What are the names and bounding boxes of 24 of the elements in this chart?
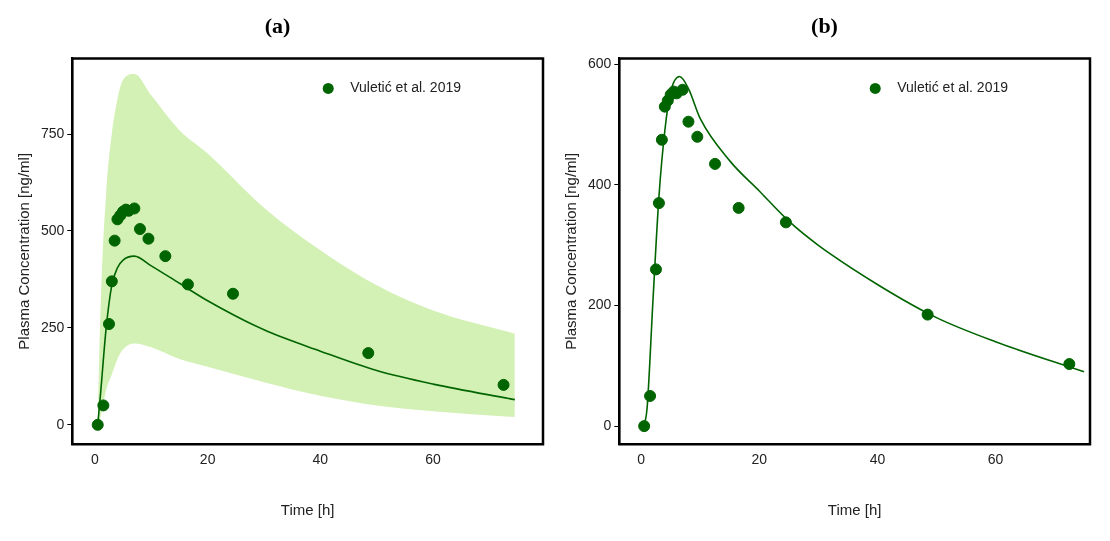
x-tick-label: 0 <box>91 451 100 468</box>
chart-title: (b) <box>811 12 838 38</box>
chart-title: (a) <box>264 12 291 38</box>
x-tick-label: 60 <box>425 451 442 468</box>
x-tick-label: 20 <box>751 451 768 468</box>
x-tick-label: 40 <box>869 451 886 468</box>
x-axis-title: Time [h] <box>827 501 882 519</box>
x-axis-title: Time [h] <box>280 501 335 519</box>
x-tick-label: 20 <box>199 451 216 468</box>
x-tick-label: 60 <box>987 451 1004 468</box>
x-tick-label: 0 <box>637 451 646 468</box>
y-tick-label: 750 <box>41 124 65 141</box>
y-axis-title: Plasma Concentration [ng/ml] <box>562 152 580 350</box>
y-axis-title: Plasma Concentration [ng/ml] <box>15 152 33 350</box>
legend-label: Vuletić et al. 2019 <box>350 79 462 96</box>
legend-label: Vuletić et al. 2019 <box>897 79 1009 96</box>
x-tick-label: 40 <box>312 451 329 468</box>
y-tick-label: 250 <box>41 318 65 335</box>
y-tick-label: 0 <box>603 416 612 433</box>
y-tick-label: 400 <box>588 175 612 192</box>
y-tick-label: 500 <box>41 221 65 238</box>
y-tick-label: 600 <box>588 55 612 72</box>
y-tick-label: 0 <box>56 415 65 432</box>
y-tick-label: 200 <box>588 296 612 313</box>
